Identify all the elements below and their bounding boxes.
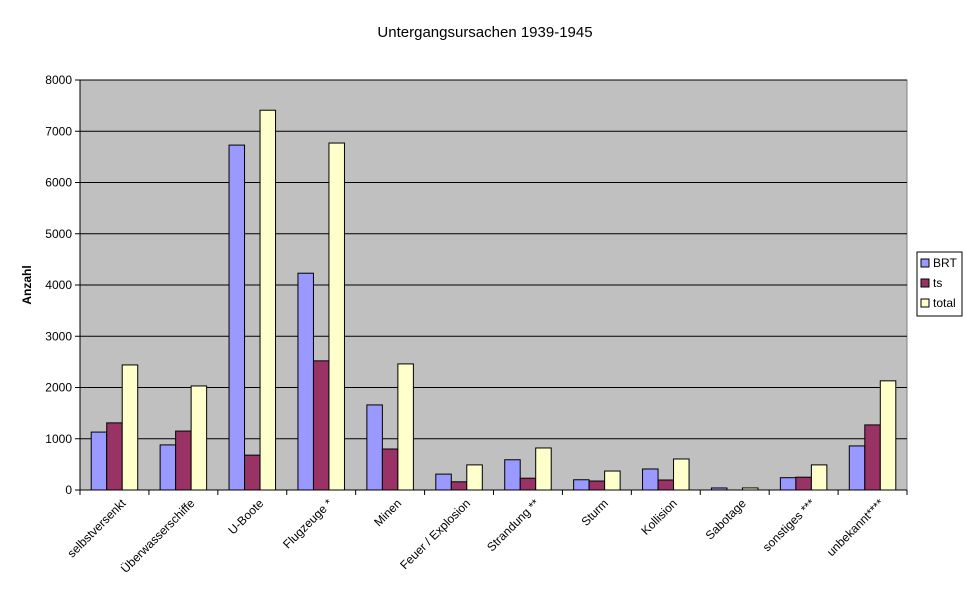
bar-total [604,470,621,491]
y-tick-label: 1000 [45,432,72,446]
y-axis-label: Anzahl [20,265,34,304]
y-tick-label: 4000 [45,278,72,292]
bar-ts [106,422,123,491]
y-tick-label: 6000 [45,176,72,190]
bar-ts [244,454,261,491]
bar-total [121,364,139,491]
bar-total [328,142,345,491]
legend-swatch-ts [920,278,930,288]
legend-label: BRT [933,256,957,270]
bar-ts [175,430,192,491]
x-tick-label: sonstiges *** [760,496,818,554]
x-tick-label: Flugzeuge * [280,496,335,551]
bar-brt [573,479,590,491]
bar-total [535,447,552,491]
bar-brt [642,468,659,491]
bar-brt [90,431,108,491]
x-tick-label: unbekannt**** [824,496,887,559]
y-tick-label: 7000 [45,124,72,138]
bar-ts [864,424,881,491]
bar-ts [657,479,675,491]
bar-total [673,458,690,491]
bar-ts [795,476,812,491]
y-tick-label: 0 [65,483,72,497]
bar-ts [381,448,399,491]
bar-brt [159,444,177,491]
bar-brt [710,487,728,491]
x-tick-label: Strandung ** [484,496,542,554]
legend-label: ts [933,276,942,290]
x-tick-label: U-Boote [225,496,266,537]
y-tick-label: 2000 [45,381,72,395]
bar-brt [366,404,383,491]
x-tick-label: Feuer / Explosion [397,496,473,572]
bar-brt [504,459,521,491]
legend-label: total [933,296,956,310]
bar-total [259,109,277,491]
chart-title: Untergangsursachen 1939-1945 [377,24,592,41]
x-tick-label: Minen [371,496,404,529]
x-tick-label: Sabotage [703,496,749,542]
x-tick-label: Sturm [578,496,611,529]
bar-total [810,464,828,491]
bar-brt [435,473,452,491]
bar-total [397,363,414,491]
bar-total [741,487,759,491]
bar-total [879,380,897,491]
bar-brt [848,445,866,491]
bar-brt [779,477,797,491]
y-tick-label: 8000 [45,73,72,87]
legend-swatch-brt [920,258,930,268]
y-tick-label: 3000 [45,329,72,343]
y-tick-label: 5000 [45,227,72,241]
bar-brt [297,272,314,491]
x-tick-label: Überwasserschiffe [118,496,198,576]
bar-ts [312,360,330,491]
bar-total [466,464,483,491]
legend-swatch-total [920,298,930,308]
bar-brt [228,144,246,491]
bar-total [190,385,208,491]
x-tick-label: selbstversenkt [64,496,129,561]
x-tick-label: Kollision [638,496,680,538]
bar-ts [519,477,537,491]
bar-ts [588,480,606,491]
bar-ts [450,481,468,491]
